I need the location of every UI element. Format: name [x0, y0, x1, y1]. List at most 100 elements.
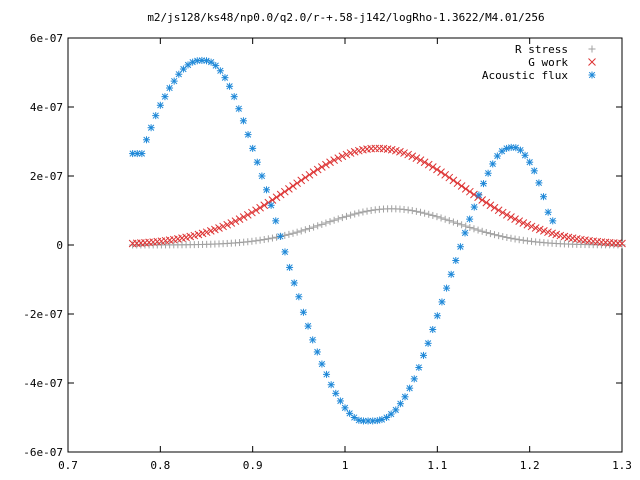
data-point [272, 217, 280, 225]
data-point [491, 231, 499, 239]
legend-marker [588, 71, 596, 79]
data-point [133, 150, 141, 158]
data-point [367, 206, 375, 214]
data-point [515, 217, 524, 225]
data-point [503, 233, 511, 241]
data-point [498, 208, 507, 217]
data-point [301, 173, 310, 182]
data-point [330, 156, 338, 164]
data-point [544, 208, 552, 216]
data-point [618, 239, 626, 248]
x-tick-label: 1 [342, 459, 349, 472]
x-axis: 0.7 0.8 0.9 1 1.1 1.2 1.3 [58, 38, 632, 472]
data-point [486, 230, 494, 238]
data-point [480, 180, 487, 188]
data-point [526, 158, 534, 166]
data-point [470, 203, 478, 211]
data-point [511, 235, 519, 243]
data-point [289, 182, 297, 190]
data-point [495, 232, 503, 240]
data-point [235, 105, 243, 113]
data-point [503, 211, 511, 219]
data-point [523, 220, 532, 229]
y-tick-label: -6e-07 [23, 446, 63, 459]
data-point [527, 222, 536, 231]
data-point [494, 206, 503, 215]
series-layer [128, 56, 626, 425]
data-point [461, 184, 470, 193]
data-point [326, 218, 334, 226]
data-point [466, 215, 474, 223]
data-point [363, 207, 371, 215]
data-point [511, 215, 519, 223]
data-point [424, 339, 432, 347]
data-point [452, 257, 460, 265]
data-point [408, 152, 417, 161]
data-point [429, 326, 437, 334]
data-point [264, 235, 272, 243]
data-point [304, 322, 312, 330]
data-point [419, 351, 427, 359]
data-point [206, 227, 215, 235]
data-point [445, 217, 453, 225]
data-point [433, 312, 441, 320]
data-point [295, 293, 303, 301]
data-point [462, 222, 470, 230]
legend-entry: G work [528, 56, 596, 69]
data-point [523, 237, 531, 245]
data-point [416, 156, 425, 164]
data-point [342, 212, 350, 220]
data-point [285, 184, 293, 193]
data-point [318, 360, 326, 368]
y-axis: -6e-07 -4e-07 -2e-07 0 2e-07 4e-07 6e-07 [23, 32, 622, 459]
data-point [412, 154, 421, 162]
data-point [424, 160, 433, 169]
data-point [530, 167, 538, 175]
data-point [268, 234, 276, 242]
data-point [396, 147, 404, 156]
data-point [392, 406, 400, 414]
data-point [449, 176, 458, 185]
data-point [519, 236, 527, 244]
data-point [239, 117, 247, 125]
data-point [341, 404, 349, 412]
data-point [313, 348, 321, 356]
data-point [396, 400, 404, 408]
data-point [290, 279, 298, 287]
data-point [267, 201, 275, 209]
data-point [482, 228, 490, 236]
data-point [156, 101, 164, 109]
data-point [456, 243, 464, 251]
data-point [416, 208, 424, 216]
data-point [221, 74, 229, 82]
data-point [142, 136, 150, 144]
chart-title: m2/js128/ks48/np0.0/q2.0/r-+.58-j142/log… [147, 11, 544, 24]
data-point [428, 163, 437, 171]
data-point [301, 226, 309, 234]
data-point [346, 149, 355, 157]
data-point [445, 173, 454, 182]
data-point [260, 236, 268, 244]
data-point [230, 93, 238, 101]
data-point [260, 201, 269, 210]
data-point [216, 67, 224, 75]
y-tick-label: 0 [56, 239, 63, 252]
data-point [268, 196, 277, 204]
data-point [412, 207, 420, 215]
data-point [285, 230, 293, 238]
data-point [531, 224, 540, 232]
data-point [276, 232, 284, 240]
data-point [244, 131, 252, 139]
data-point [351, 210, 359, 218]
data-point [211, 225, 219, 234]
legend-entry: Acoustic flux [482, 69, 596, 82]
y-tick-label: 2e-07 [30, 170, 63, 183]
data-point [447, 270, 455, 278]
data-point [322, 219, 330, 227]
data-point [421, 209, 429, 217]
data-point [184, 61, 192, 69]
data-point [457, 182, 466, 190]
data-point [166, 84, 174, 92]
data-point [215, 224, 223, 232]
legend-label: G work [528, 56, 568, 69]
